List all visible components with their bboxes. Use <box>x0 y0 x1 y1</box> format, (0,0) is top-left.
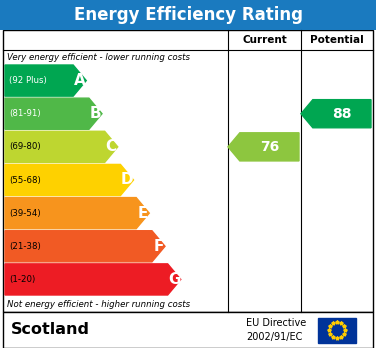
Text: 76: 76 <box>260 140 279 154</box>
Polygon shape <box>5 264 181 295</box>
Text: Energy Efficiency Rating: Energy Efficiency Rating <box>73 6 303 24</box>
Polygon shape <box>5 198 149 229</box>
Text: (39-54): (39-54) <box>9 209 41 218</box>
Polygon shape <box>228 133 299 161</box>
Text: EU Directive
2002/91/EC: EU Directive 2002/91/EC <box>246 318 306 342</box>
Text: G: G <box>168 272 180 287</box>
Polygon shape <box>301 100 371 128</box>
Text: C: C <box>106 139 117 155</box>
Polygon shape <box>5 164 133 196</box>
Text: Current: Current <box>242 35 287 45</box>
Polygon shape <box>5 98 102 129</box>
Bar <box>3 30 373 312</box>
Bar <box>0 0 376 30</box>
Polygon shape <box>5 231 165 262</box>
Text: B: B <box>89 106 101 121</box>
Text: Not energy efficient - higher running costs: Not energy efficient - higher running co… <box>7 300 190 309</box>
Polygon shape <box>5 131 118 163</box>
Text: (81-91): (81-91) <box>9 109 41 118</box>
Text: 88: 88 <box>332 107 352 121</box>
Text: (1-20): (1-20) <box>9 275 35 284</box>
Text: A: A <box>74 73 86 88</box>
Text: Scotland: Scotland <box>11 323 90 338</box>
Bar <box>3 312 373 348</box>
Bar <box>318 317 356 342</box>
Text: D: D <box>121 173 133 188</box>
Text: E: E <box>138 206 148 221</box>
Text: (21-38): (21-38) <box>9 242 41 251</box>
Text: (92 Plus): (92 Plus) <box>9 76 47 85</box>
Polygon shape <box>5 65 86 96</box>
Text: (69-80): (69-80) <box>9 142 41 151</box>
Text: F: F <box>153 239 164 254</box>
Text: Very energy efficient - lower running costs: Very energy efficient - lower running co… <box>7 53 190 62</box>
Text: (55-68): (55-68) <box>9 175 41 184</box>
Text: Potential: Potential <box>310 35 364 45</box>
